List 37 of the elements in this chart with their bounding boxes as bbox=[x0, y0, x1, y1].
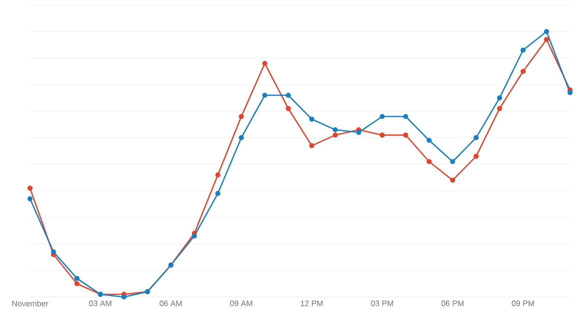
point bbox=[380, 132, 385, 138]
point bbox=[238, 135, 244, 140]
point bbox=[74, 281, 80, 286]
point bbox=[332, 132, 338, 138]
point bbox=[192, 233, 197, 238]
point bbox=[309, 143, 314, 148]
point bbox=[332, 127, 338, 132]
point bbox=[262, 92, 268, 98]
point bbox=[403, 132, 408, 138]
point bbox=[426, 138, 432, 143]
point bbox=[286, 106, 291, 112]
point bbox=[215, 190, 220, 196]
point bbox=[520, 48, 526, 53]
point bbox=[215, 172, 220, 178]
point bbox=[520, 68, 526, 74]
point bbox=[356, 130, 362, 135]
point bbox=[74, 276, 80, 281]
point bbox=[27, 186, 33, 191]
point bbox=[380, 114, 385, 120]
point bbox=[262, 60, 268, 66]
point bbox=[474, 154, 479, 159]
point bbox=[450, 159, 456, 164]
point bbox=[567, 90, 573, 96]
point bbox=[544, 29, 550, 34]
point bbox=[121, 294, 126, 300]
point bbox=[50, 249, 56, 254]
point bbox=[497, 95, 502, 100]
point bbox=[286, 92, 291, 98]
point bbox=[450, 178, 456, 183]
point bbox=[403, 114, 408, 120]
point bbox=[238, 114, 244, 120]
point bbox=[497, 106, 502, 112]
point bbox=[544, 36, 550, 42]
point bbox=[309, 116, 314, 122]
point bbox=[27, 196, 33, 202]
point bbox=[426, 159, 432, 164]
point bbox=[474, 135, 479, 140]
